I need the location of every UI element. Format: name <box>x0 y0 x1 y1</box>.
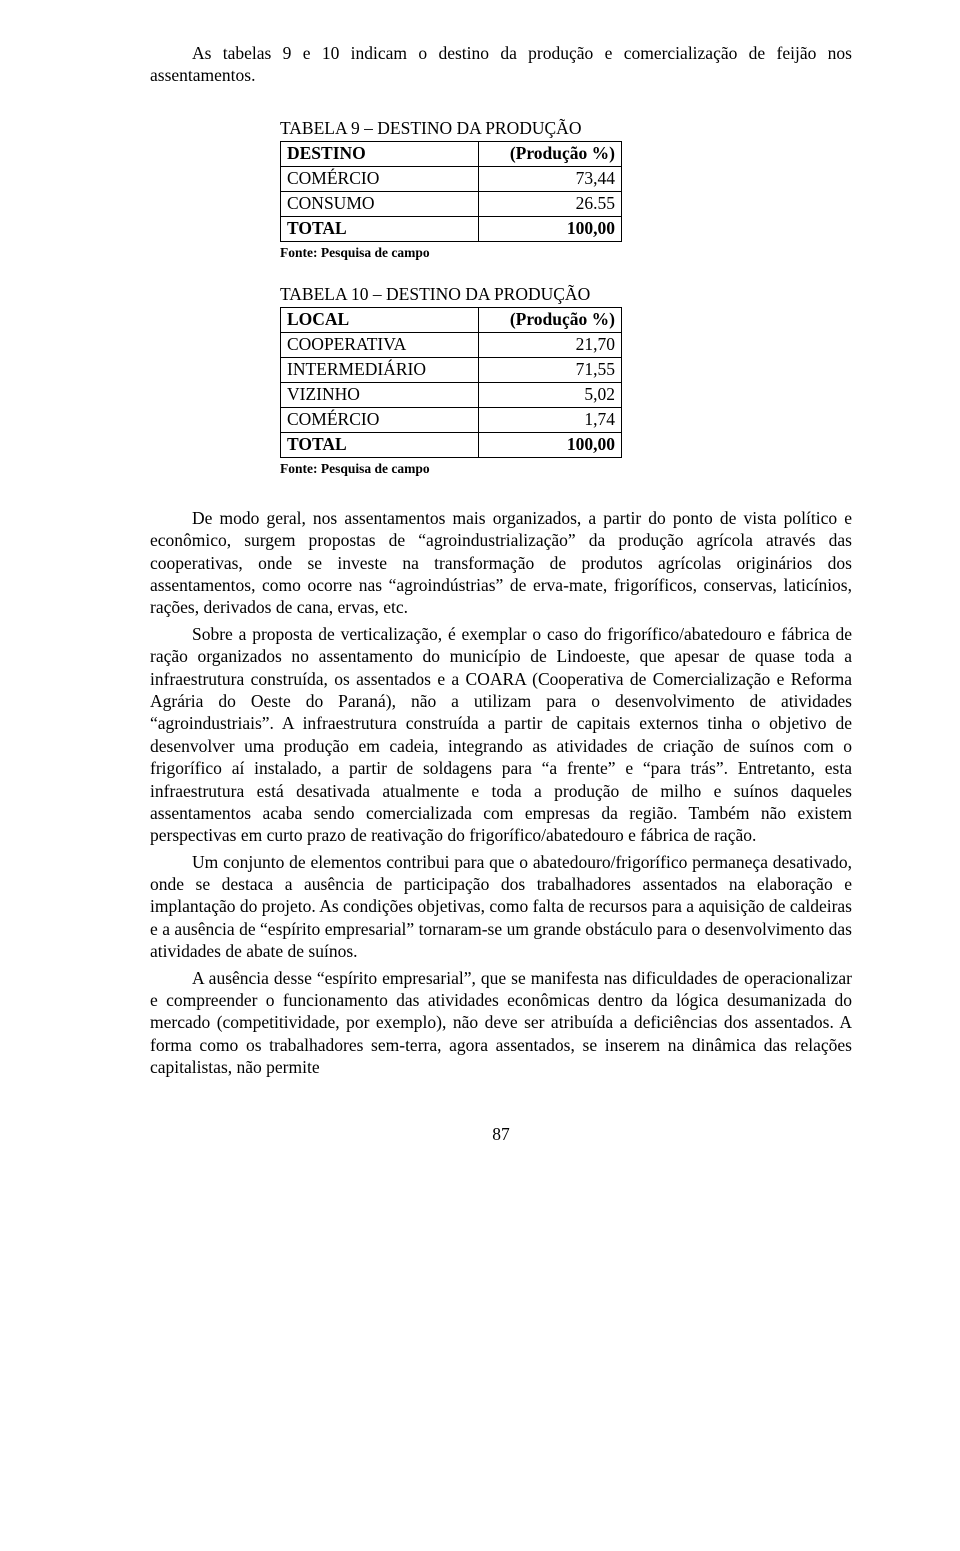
page: As tabelas 9 e 10 indicam o destino da p… <box>0 0 960 1551</box>
table-cell-value: 26.55 <box>478 191 621 216</box>
table10-head-right: (Produção %) <box>478 308 621 333</box>
table10-source: Fonte: Pesquisa de campo <box>280 460 622 477</box>
table-cell-label: COOPERATIVA <box>281 333 479 358</box>
table-total-value: 100,00 <box>478 432 621 457</box>
body-paragraph-4: A ausência desse “espírito empresarial”,… <box>150 967 852 1079</box>
table-cell-value: 5,02 <box>478 382 621 407</box>
table-total-row: TOTAL 100,00 <box>281 432 622 457</box>
table-header-row: DESTINO (Produção %) <box>281 142 622 167</box>
table9-title: TABELA 9 – DESTINO DA PRODUÇÃO <box>280 117 622 139</box>
table10-title: TABELA 10 – DESTINO DA PRODUÇÃO <box>280 283 622 305</box>
table-row: INTERMEDIÁRIO 71,55 <box>281 358 622 383</box>
table-total-label: TOTAL <box>281 432 479 457</box>
table-total-label: TOTAL <box>281 216 479 241</box>
table-row: COMÉRCIO 1,74 <box>281 407 622 432</box>
intro-paragraph: As tabelas 9 e 10 indicam o destino da p… <box>150 42 852 87</box>
table10: LOCAL (Produção %) COOPERATIVA 21,70 INT… <box>280 307 622 457</box>
table-row: COMÉRCIO 73,44 <box>281 167 622 192</box>
table9: DESTINO (Produção %) COMÉRCIO 73,44 CONS… <box>280 141 622 242</box>
body-paragraph-2: Sobre a proposta de verticalização, é ex… <box>150 623 852 847</box>
table9-wrap: TABELA 9 – DESTINO DA PRODUÇÃO DESTINO (… <box>280 117 622 261</box>
table-cell-value: 73,44 <box>478 167 621 192</box>
table9-head-right: (Produção %) <box>478 142 621 167</box>
table-total-row: TOTAL 100,00 <box>281 216 622 241</box>
body-paragraph-1: De modo geral, nos assentamentos mais or… <box>150 507 852 619</box>
table-cell-label: VIZINHO <box>281 382 479 407</box>
table-cell-value: 1,74 <box>478 407 621 432</box>
table-row: CONSUMO 26.55 <box>281 191 622 216</box>
body-paragraph-3: Um conjunto de elementos contribui para … <box>150 851 852 963</box>
table-cell-value: 71,55 <box>478 358 621 383</box>
table-header-row: LOCAL (Produção %) <box>281 308 622 333</box>
table9-head-left: DESTINO <box>281 142 479 167</box>
table-total-value: 100,00 <box>478 216 621 241</box>
spacer <box>150 477 852 507</box>
table-cell-label: INTERMEDIÁRIO <box>281 358 479 383</box>
table10-head-left: LOCAL <box>281 308 479 333</box>
table-cell-value: 21,70 <box>478 333 621 358</box>
table9-source: Fonte: Pesquisa de campo <box>280 244 622 261</box>
table-cell-label: COMÉRCIO <box>281 407 479 432</box>
table-row: VIZINHO 5,02 <box>281 382 622 407</box>
table-cell-label: CONSUMO <box>281 191 479 216</box>
page-number: 87 <box>150 1123 852 1145</box>
table-row: COOPERATIVA 21,70 <box>281 333 622 358</box>
table10-wrap: TABELA 10 – DESTINO DA PRODUÇÃO LOCAL (P… <box>280 283 622 477</box>
table-cell-label: COMÉRCIO <box>281 167 479 192</box>
